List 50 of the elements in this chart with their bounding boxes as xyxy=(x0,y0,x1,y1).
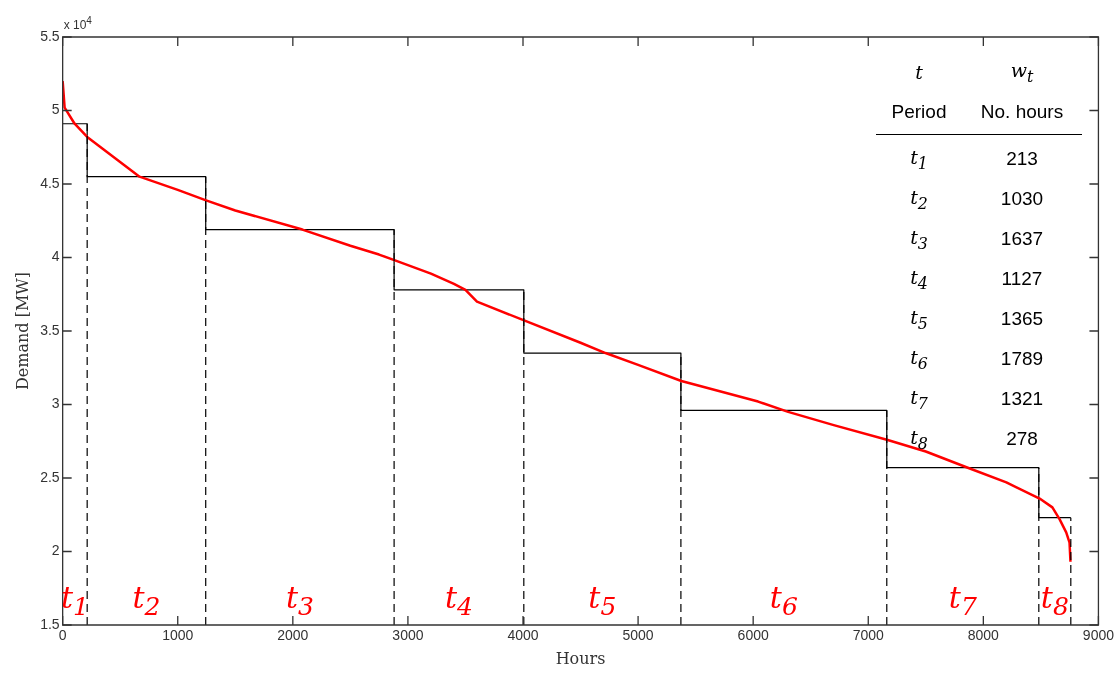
annotation: w$_{t}$ xyxy=(1009,58,1035,86)
annotation: t$_{2}$ xyxy=(132,580,161,623)
annotation: 1321 xyxy=(999,388,1045,410)
y-tick-label: 4 xyxy=(51,248,60,265)
annotation: t$_{6}$ xyxy=(769,580,798,623)
annotation: t$_{7}$ xyxy=(909,385,929,413)
y-tick-label: 5.5 xyxy=(40,27,60,44)
x-tick-label: 5000 xyxy=(622,627,654,644)
annotation: t$_{4}$ xyxy=(909,265,929,293)
x-tick-label: 7000 xyxy=(852,627,885,644)
annotation: 1637 xyxy=(999,228,1045,250)
x-tick-label: 6000 xyxy=(737,627,769,644)
x-tick-label: 1000 xyxy=(162,627,194,644)
annotation: 1127 xyxy=(1000,268,1044,290)
text: x 10$^{4}$ xyxy=(63,15,92,32)
annotation: 278 xyxy=(1005,428,1039,450)
annotation: t$_{6}$ xyxy=(909,345,929,373)
annotation: t$_{5}$ xyxy=(909,305,929,333)
annotation: 213 xyxy=(1005,148,1039,170)
y-tick-label: 3 xyxy=(51,395,60,412)
x-tick-label: 2000 xyxy=(277,627,309,644)
annotation: t$_{2}$ xyxy=(909,185,929,213)
x-tick-label: 9000 xyxy=(1082,627,1115,644)
annotation: t$_{8}$ xyxy=(909,425,929,453)
annotation: t$_{1}$ xyxy=(909,145,929,173)
annotation: t$_{5}$ xyxy=(588,580,617,623)
x-tick-label: 4000 xyxy=(507,627,539,644)
x-tick-label: 8000 xyxy=(967,627,1000,644)
annotation: t xyxy=(914,61,924,83)
annotation: t$_{8}$ xyxy=(1040,580,1069,623)
annotation: 1030 xyxy=(999,188,1045,210)
annotation: 1365 xyxy=(999,308,1045,330)
annotation: t$_{3}$ xyxy=(909,225,929,253)
y-tick-label: 2 xyxy=(51,542,60,559)
y-tick-label: 2.5 xyxy=(40,468,60,485)
y-tick-label: 1.5 xyxy=(40,615,60,632)
y-tick-label: 3.5 xyxy=(40,321,60,338)
annotation: Period xyxy=(890,101,948,123)
annotation: t$_{7}$ xyxy=(948,580,977,623)
y-tick-label: 4.5 xyxy=(40,174,60,191)
x-tick-label: 0 xyxy=(58,627,67,644)
x-axis-title: Hours xyxy=(555,648,606,668)
annotation: t$_{1}$ xyxy=(60,580,89,623)
annotation: t$_{4}$ xyxy=(444,580,473,623)
y-axis-title: Demand [MW] xyxy=(12,272,32,390)
x-tick-label: 3000 xyxy=(392,627,424,644)
y-tick-label: 5 xyxy=(51,101,60,118)
annotation: No. hours xyxy=(979,101,1065,123)
annotation: 1789 xyxy=(999,348,1045,370)
annotation: t$_{3}$ xyxy=(285,580,314,623)
